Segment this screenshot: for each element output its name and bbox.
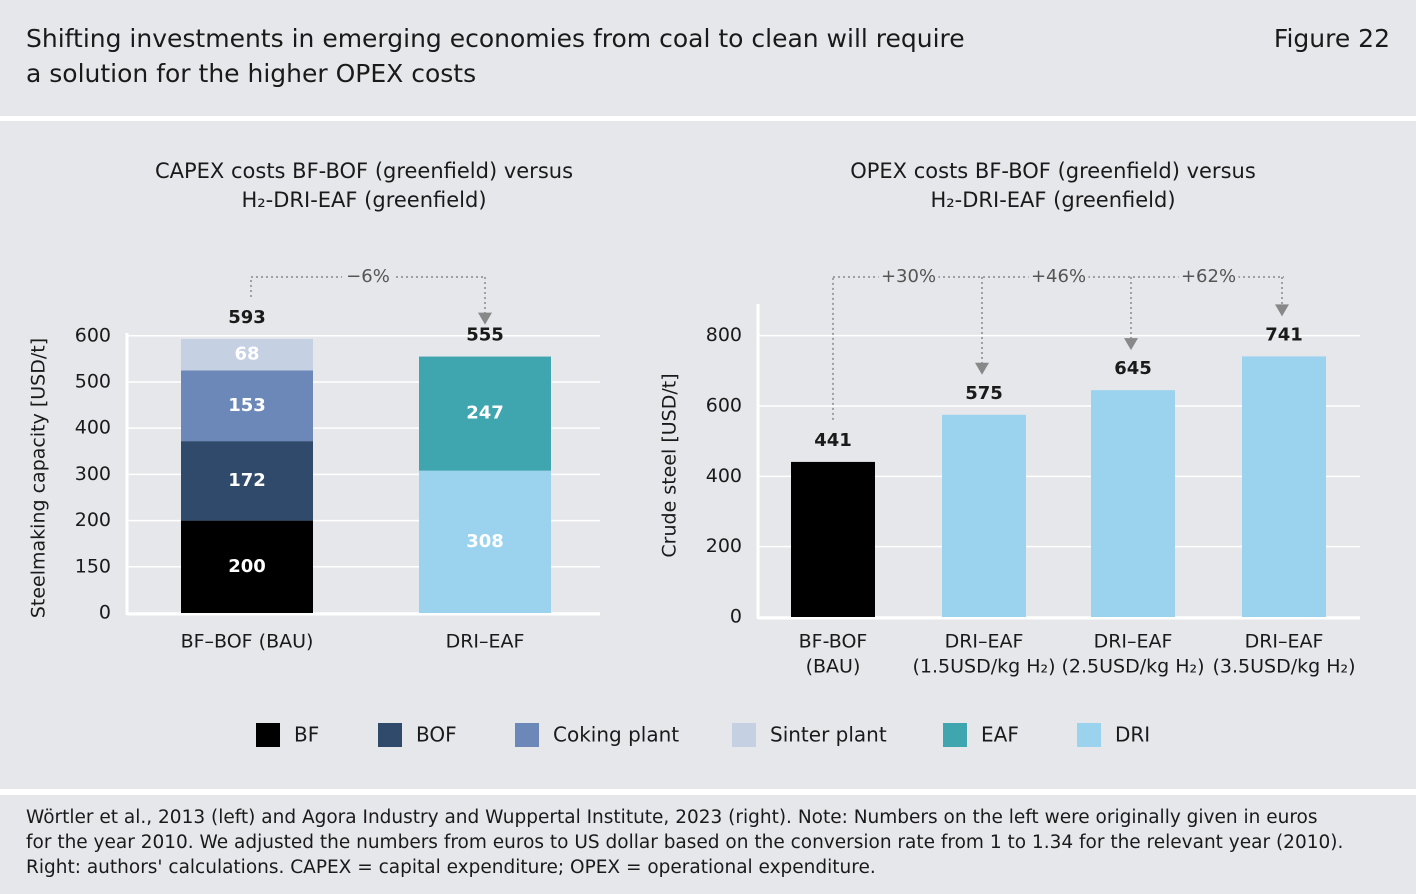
legend-swatch (515, 723, 539, 747)
legend-swatch (732, 723, 756, 747)
annotation: −6% (346, 266, 390, 287)
y-tick-label: 500 (75, 370, 111, 392)
legend-label: Sinter plant (770, 723, 887, 747)
header-bg (0, 0, 1416, 116)
y-tick-label: 0 (99, 602, 111, 624)
arrow-head (1275, 304, 1289, 317)
footer-note: Wörtler et al., 2013 (left) and Agora In… (26, 807, 1318, 828)
y-axis-label: Steelmaking capacity [USD/t] (28, 338, 50, 618)
bar-segment (419, 470, 551, 613)
annotation: +46% (1031, 266, 1086, 287)
value-label: 247 (466, 403, 504, 424)
annotation-bg (878, 265, 939, 289)
x-tick-label: (1.5USD/kg H₂) (912, 656, 1055, 678)
x-tick-label: BF-BOF (799, 631, 868, 653)
figure-number: Figure 22 (1274, 24, 1390, 53)
value-label: 68 (234, 344, 259, 365)
bar-segment (181, 370, 313, 442)
legend-label: EAF (981, 723, 1019, 747)
annotation: +30% (881, 266, 936, 287)
bar (791, 461, 875, 617)
bar-segment (181, 339, 313, 371)
arrow-head (1124, 338, 1138, 351)
bar-segment (181, 441, 313, 521)
chart-title: H₂-DRI-EAF (greenfield) (241, 188, 486, 212)
x-tick-label: (BAU) (806, 656, 861, 678)
bar (1242, 356, 1326, 617)
y-tick-label: 400 (706, 465, 742, 487)
y-tick-label: 600 (75, 324, 111, 346)
header-title: a solution for the higher OPEX costs (26, 59, 476, 88)
legend-swatch (1077, 723, 1101, 747)
y-tick-label: 800 (706, 324, 742, 346)
x-tick-label: DRI–EAF (945, 631, 1024, 653)
arrow-head (975, 362, 989, 375)
legend-label: BF (294, 723, 319, 747)
x-tick-label: DRI–EAF (1245, 631, 1324, 653)
legend-label: BOF (416, 723, 457, 747)
y-tick-label: 150 (75, 555, 111, 577)
bar (1091, 390, 1175, 617)
chart-title: CAPEX costs BF-BOF (greenfield) versus (155, 159, 573, 183)
annotation-bg (342, 265, 394, 289)
chart-title: H₂-DRI-EAF (greenfield) (930, 188, 1175, 212)
chart-title: OPEX costs BF-BOF (greenfield) versus (850, 159, 1256, 183)
value-label: 308 (466, 531, 504, 552)
annotation-bg (1028, 265, 1089, 289)
y-tick-label: 200 (75, 509, 111, 531)
value-label: 200 (228, 556, 266, 577)
total-label: 555 (466, 325, 504, 346)
x-tick-label: BF–BOF (BAU) (181, 631, 314, 653)
value-label: 172 (228, 470, 266, 491)
x-tick-label: DRI–EAF (446, 631, 525, 653)
value-label: 153 (228, 395, 266, 416)
value-label: 645 (1114, 358, 1152, 379)
annotation: +62% (1181, 266, 1236, 287)
x-tick-label: DRI–EAF (1094, 631, 1173, 653)
footer-bg (0, 795, 1416, 894)
bar-segment (181, 520, 313, 613)
legend-label: Coking plant (553, 723, 679, 747)
y-axis-label: Crude steel [USD/t] (659, 373, 681, 557)
header-title: Shifting investments in emerging economi… (26, 24, 965, 53)
y-tick-label: 200 (706, 535, 742, 557)
value-label: 441 (814, 430, 852, 451)
total-label: 593 (228, 307, 266, 328)
legend-swatch (378, 723, 402, 747)
bar (942, 414, 1026, 617)
footer-note: Right: authors' calculations. CAPEX = ca… (26, 857, 876, 878)
legend-swatch (256, 723, 280, 747)
arrow-head (478, 312, 492, 325)
legend-label: DRI (1115, 723, 1150, 747)
y-tick-label: 300 (75, 463, 111, 485)
annotation-bg (1178, 265, 1239, 289)
value-label: 575 (965, 383, 1003, 404)
y-tick-label: 400 (75, 417, 111, 439)
x-tick-label: (2.5USD/kg H₂) (1061, 656, 1204, 678)
value-label: 741 (1265, 324, 1303, 345)
x-tick-label: (3.5USD/kg H₂) (1212, 656, 1355, 678)
legend-swatch (943, 723, 967, 747)
footer-note: for the year 2010. We adjusted the numbe… (26, 832, 1343, 853)
y-tick-label: 600 (706, 394, 742, 416)
bar-segment (419, 356, 551, 471)
y-tick-label: 0 (730, 606, 742, 628)
